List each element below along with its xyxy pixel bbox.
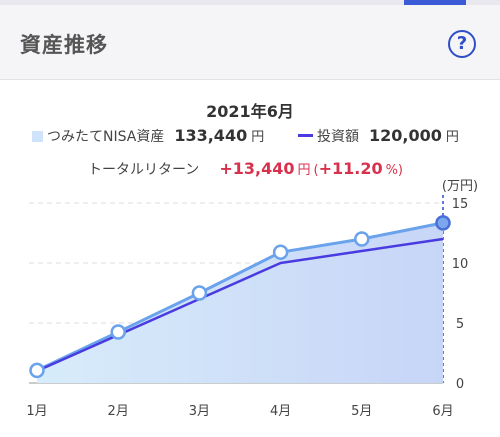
page-title: 資産推移 [20, 33, 108, 57]
asset-swatch-icon [32, 131, 43, 142]
return-label: トータルリターン [88, 162, 200, 178]
asset-point [272, 244, 289, 260]
asset-value: 133,440 [174, 126, 248, 145]
selected-date: 2021年6月 [206, 102, 294, 121]
return-unit: 円 [297, 163, 311, 178]
x-tick-label: 4月 [270, 404, 291, 419]
x-tick-label: 3月 [189, 404, 210, 419]
asset-point [435, 215, 451, 231]
return-pct: +11.20 [318, 159, 383, 178]
invest-value: 120,000 [369, 126, 442, 145]
legend-invest: 投資額 120,000 円 [298, 126, 459, 146]
help-icon[interactable]: ? [448, 30, 476, 58]
asset-point [354, 231, 370, 247]
asset-area [37, 222, 443, 383]
x-tick-label: 1月 [26, 404, 47, 419]
y-unit-label: (万円) [442, 179, 478, 194]
invest-label: 投資額 [317, 129, 359, 145]
active-tab-indicator [404, 0, 466, 5]
invest-unit: 円 [445, 130, 459, 145]
x-tick-label: 6月 [432, 404, 453, 419]
y-tick-label: 5 [456, 317, 464, 332]
y-tick-label: 0 [456, 377, 464, 392]
x-tick-label: 5月 [351, 404, 372, 419]
asset-point [110, 324, 126, 340]
asset-label: つみたてNISA資産 [47, 129, 165, 145]
y-tick-label: 15 [452, 197, 469, 212]
asset-point [191, 285, 208, 301]
x-tick-label: 2月 [108, 404, 129, 419]
y-tick-label: 10 [452, 257, 469, 272]
header-bar: 資産推移 ? [0, 0, 500, 80]
asset-point [29, 362, 45, 379]
invest-line [36, 237, 444, 373]
return-open: ( [313, 163, 319, 178]
legend-asset: つみたてNISA資産 133,440 円 [32, 126, 264, 146]
return-pct-unit: %) [385, 163, 404, 178]
top-strip [0, 0, 500, 5]
return-value: +13,440 [219, 159, 295, 178]
asset-unit: 円 [251, 130, 265, 145]
asset-line [36, 221, 444, 372]
total-return: トータルリターン +13,440 円 (+11.20%) [88, 159, 403, 179]
invest-swatch-icon [298, 134, 313, 137]
